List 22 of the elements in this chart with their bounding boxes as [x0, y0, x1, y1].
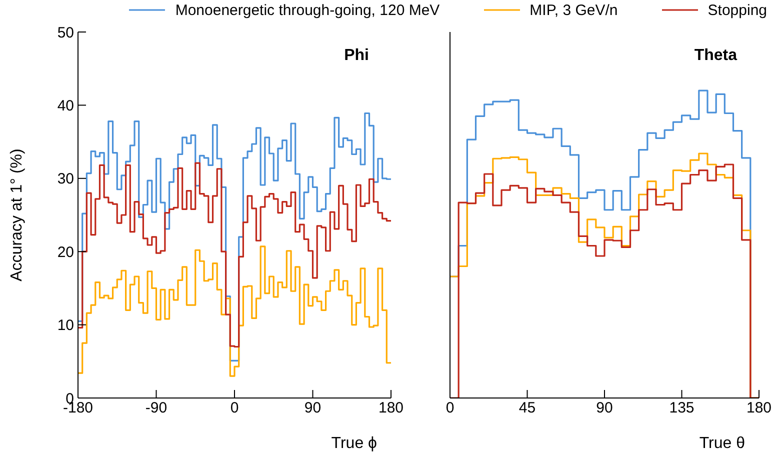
y-tick-label: 50	[57, 24, 74, 42]
y-axis-title: Accuracy at 1° (%)	[8, 148, 26, 282]
annotation: Phi	[344, 47, 369, 65]
x-tick-label: 180	[746, 400, 772, 417]
x-tick-label: 180	[378, 400, 404, 417]
x-tick-label: 45	[518, 400, 536, 417]
legend-label: Stopping	[708, 2, 767, 18]
x-tick-label: 90	[304, 400, 322, 417]
x-tick-label: -90	[145, 400, 168, 417]
x-tick-label: 90	[596, 400, 613, 417]
x-axis-title: True ϕ	[331, 435, 378, 452]
x-tick-label: 0	[446, 400, 454, 417]
legend-label: MIP, 3 GeV/n	[530, 2, 618, 18]
y-tick-label: 20	[57, 244, 74, 261]
x-axis-title: True θ	[699, 435, 746, 452]
y-tick-label: 10	[57, 317, 74, 334]
y-tick-label: 30	[57, 170, 74, 188]
x-tick-label: 135	[669, 400, 694, 417]
legend-label: Monoenergetic through-going, 120 MeV	[175, 2, 440, 18]
x-tick-label: 0	[230, 400, 239, 417]
annotation: Theta	[694, 47, 737, 65]
y-tick-label: 40	[57, 98, 74, 115]
